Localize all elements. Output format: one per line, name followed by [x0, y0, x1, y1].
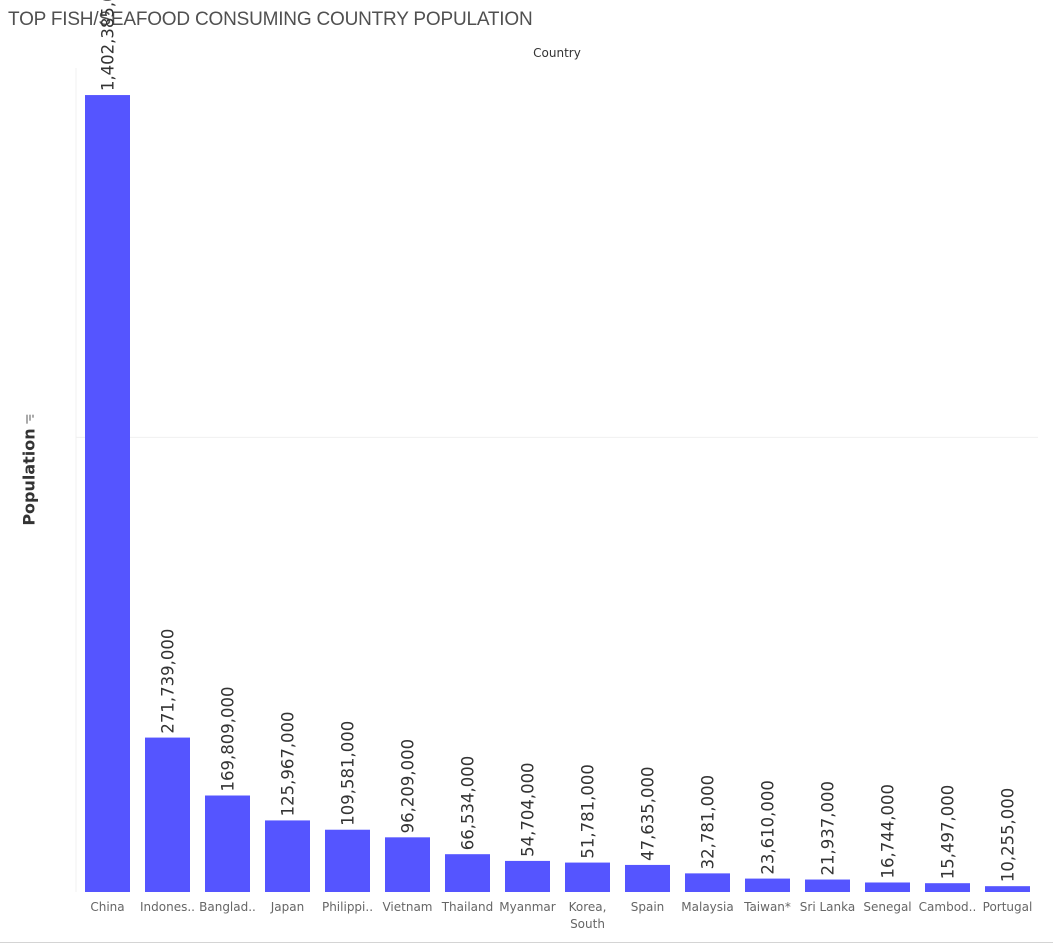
value-label: 169,809,000: [219, 687, 238, 792]
bar[interactable]: [505, 860, 550, 892]
value-label: 54,704,000: [519, 762, 538, 856]
category-label[interactable]: Malaysia: [681, 900, 733, 914]
value-label: 125,967,000: [279, 711, 298, 816]
bar[interactable]: [85, 95, 130, 892]
category-label[interactable]: Banglad..: [199, 900, 256, 914]
column-header: Country: [533, 46, 581, 60]
category-label[interactable]: Portugal: [983, 900, 1033, 914]
category-label[interactable]: Thailand: [441, 900, 494, 914]
category-label[interactable]: Taiwan*: [743, 900, 791, 914]
value-label: 21,937,000: [819, 781, 838, 875]
bar[interactable]: [145, 737, 190, 892]
value-label: 23,610,000: [759, 780, 778, 874]
bar[interactable]: [565, 862, 610, 892]
category-label[interactable]: Sri Lanka: [800, 900, 855, 914]
value-label: 271,739,000: [159, 629, 178, 734]
category-label[interactable]: Japan: [270, 900, 304, 914]
category-label[interactable]: China: [90, 900, 124, 914]
bar[interactable]: [985, 886, 1030, 892]
value-label: 47,635,000: [639, 766, 658, 860]
bar[interactable]: [265, 820, 310, 892]
category-label[interactable]: Philippi..: [322, 900, 373, 914]
value-label: 96,209,000: [399, 739, 418, 833]
category-label[interactable]: Indones..: [140, 900, 195, 914]
value-label: 66,534,000: [459, 756, 478, 850]
bar[interactable]: [745, 878, 790, 892]
category-label[interactable]: Myanmar: [499, 900, 555, 914]
bar[interactable]: [865, 882, 910, 892]
value-label: 51,781,000: [579, 764, 598, 858]
chart-title: TOP FISH/SEAFOOD CONSUMING COUNTRY POPUL…: [8, 9, 533, 30]
bar[interactable]: [685, 873, 730, 892]
value-label: 32,781,000: [699, 775, 718, 869]
category-label[interactable]: Senegal: [863, 900, 911, 914]
bar[interactable]: [625, 864, 670, 892]
category-label[interactable]: Vietnam: [382, 900, 432, 914]
category-label[interactable]: Cambod..: [919, 900, 977, 914]
bottom-divider: [0, 942, 1053, 943]
bar[interactable]: [385, 837, 430, 892]
value-label: 15,497,000: [939, 785, 958, 879]
value-label: 109,581,000: [339, 721, 358, 826]
category-label[interactable]: Korea,: [569, 900, 607, 914]
category-label[interactable]: South: [570, 917, 605, 931]
bar[interactable]: [205, 795, 250, 892]
bar[interactable]: [325, 829, 370, 892]
bar[interactable]: [805, 879, 850, 892]
bar[interactable]: [445, 854, 490, 892]
value-label: 10,255,000: [999, 788, 1018, 882]
category-label[interactable]: Spain: [631, 900, 665, 914]
bar[interactable]: [925, 883, 970, 892]
value-label: 1,402,385,000: [99, 0, 118, 91]
value-label: 16,744,000: [879, 784, 898, 878]
